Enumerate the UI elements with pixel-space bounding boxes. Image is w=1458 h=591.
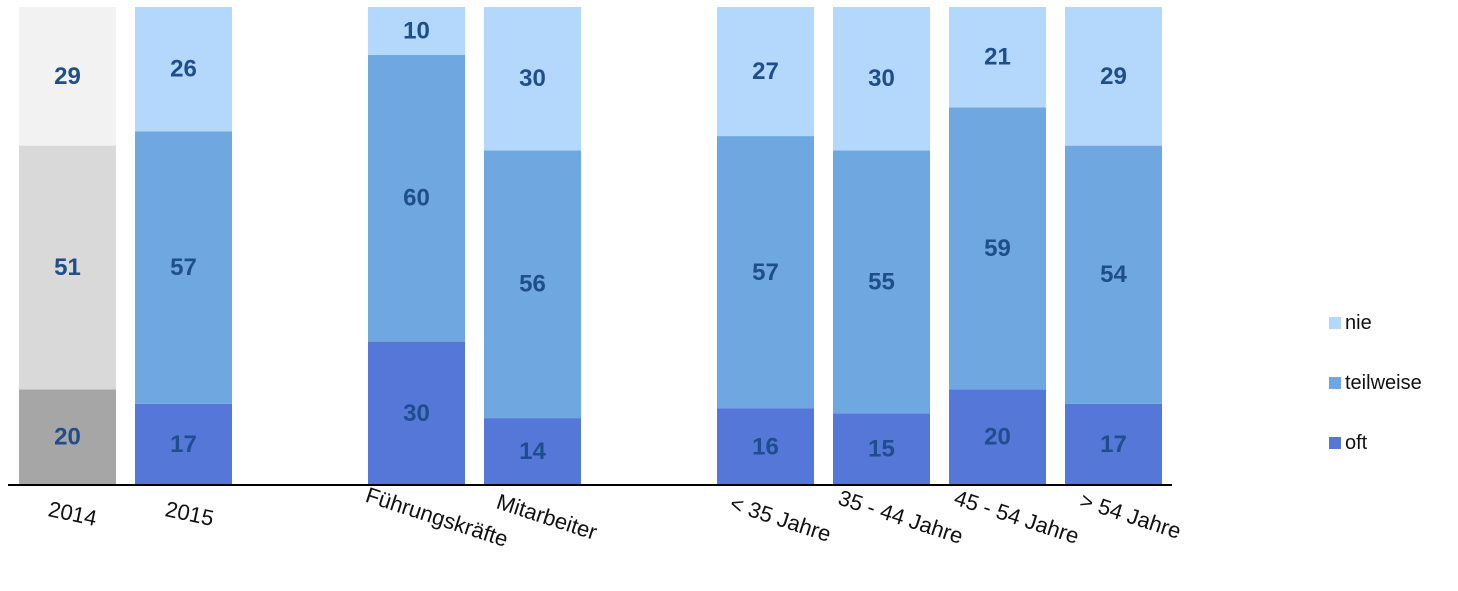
legend-label-oft: oft: [1345, 431, 1368, 454]
data-label-oft-gt-54-jahre: 17: [1100, 431, 1127, 458]
legend-swatch-nie: [1329, 317, 1341, 329]
bar-segment-teilweise-fuehrungskraefte: [368, 54, 465, 342]
x-tick-label-gt-54-jahre: > 54 Jahre: [1077, 488, 1184, 544]
data-label-teilweise-mitarbeiter: 56: [519, 271, 546, 298]
data-label-nie-45-54-jahre: 21: [984, 44, 1011, 71]
data-label-oft-2014: 20: [54, 424, 81, 451]
legend-label-teilweise: teilweise: [1345, 371, 1422, 394]
bar-segment-oft-lt-35-jahre: [717, 408, 814, 485]
data-label-nie-2015: 26: [170, 56, 197, 83]
data-label-teilweise-35-44-jahre: 55: [868, 268, 895, 295]
data-label-nie-fuehrungskraefte: 10: [403, 17, 430, 44]
bar-segment-nie-2014: [19, 7, 116, 146]
data-label-teilweise-lt-35-jahre: 57: [752, 259, 779, 286]
data-label-nie-lt-35-jahre: 27: [752, 58, 779, 85]
bar-segment-teilweise-2014: [19, 145, 116, 390]
bar-segment-oft-2014: [19, 389, 116, 485]
bar-segment-oft-gt-54-jahre: [1065, 403, 1162, 485]
value-labels-layer: 20 51 29 17 57 26 30 60 10 14 56 30 16 57 27 15 55 30 20 59…: [54, 17, 1127, 465]
data-label-oft-45-54-jahre: 20: [984, 424, 1011, 451]
x-tick-label-mitarbeiter: Mitarbeiter: [494, 489, 601, 545]
bar-segment-nie-gt-54-jahre: [1065, 7, 1162, 146]
legend: nie teilweise oft: [1329, 308, 1454, 488]
bar-segment-oft-mitarbeiter: [484, 418, 581, 485]
data-label-nie-mitarbeiter: 30: [519, 65, 546, 92]
legend-item-teilweise: teilweise: [1329, 368, 1454, 398]
bar-segment-oft-2015: [135, 403, 232, 485]
bar-segment-oft-fuehrungskraefte: [368, 341, 465, 485]
x-tick-label-2015: 2015: [163, 496, 216, 531]
bar-segment-nie-45-54-jahre: [949, 7, 1046, 108]
bar-segment-teilweise-2015: [135, 131, 232, 404]
data-label-teilweise-fuehrungskraefte: 60: [403, 185, 430, 212]
bar-segment-teilweise-lt-35-jahre: [717, 136, 814, 409]
x-tick-label-fuehrungskraefte: Führungskräfte: [363, 482, 511, 552]
data-label-teilweise-gt-54-jahre: 54: [1100, 261, 1127, 288]
data-label-nie-35-44-jahre: 30: [868, 65, 895, 92]
data-label-oft-fuehrungskraefte: 30: [403, 400, 430, 427]
x-tick-label-45-54-jahre: 45 - 54 Jahre: [951, 485, 1082, 549]
bar-segment-nie-mitarbeiter: [484, 7, 581, 151]
bar-segment-teilweise-45-54-jahre: [949, 107, 1046, 390]
legend-swatch-oft: [1329, 437, 1341, 449]
data-label-nie-2014: 29: [54, 63, 81, 90]
bar-segment-teilweise-35-44-jahre: [833, 150, 930, 414]
legend-item-oft: oft: [1329, 428, 1454, 458]
data-label-teilweise-2014: 51: [54, 254, 81, 281]
legend-swatch-teilweise: [1329, 377, 1341, 389]
data-label-oft-35-44-jahre: 15: [868, 436, 895, 463]
data-label-oft-2015: 17: [170, 431, 197, 458]
bar-segment-oft-45-54-jahre: [949, 389, 1046, 485]
bar-segment-nie-lt-35-jahre: [717, 7, 814, 137]
bar-segment-nie-fuehrungskraefte: [368, 7, 465, 55]
x-tick-label-lt-35-jahre: < 35 Jahre: [727, 491, 834, 547]
x-tick-label-2014: 2014: [46, 496, 99, 531]
bar-segment-oft-35-44-jahre: [833, 413, 930, 485]
legend-item-nie: nie: [1329, 308, 1454, 338]
bars-layer: [19, 7, 1162, 485]
data-label-teilweise-2015: 57: [170, 254, 197, 281]
x-tick-label-35-44-jahre: 35 - 44 Jahre: [835, 485, 966, 549]
bar-segment-nie-2015: [135, 7, 232, 132]
bar-segment-nie-35-44-jahre: [833, 7, 930, 151]
bar-segment-teilweise-mitarbeiter: [484, 150, 581, 419]
legend-label-nie: nie: [1345, 311, 1372, 334]
data-label-teilweise-45-54-jahre: 59: [984, 235, 1011, 262]
bar-segment-teilweise-gt-54-jahre: [1065, 145, 1162, 404]
data-label-nie-gt-54-jahre: 29: [1100, 63, 1127, 90]
data-label-oft-lt-35-jahre: 16: [752, 433, 779, 460]
data-label-oft-mitarbeiter: 14: [519, 438, 546, 465]
